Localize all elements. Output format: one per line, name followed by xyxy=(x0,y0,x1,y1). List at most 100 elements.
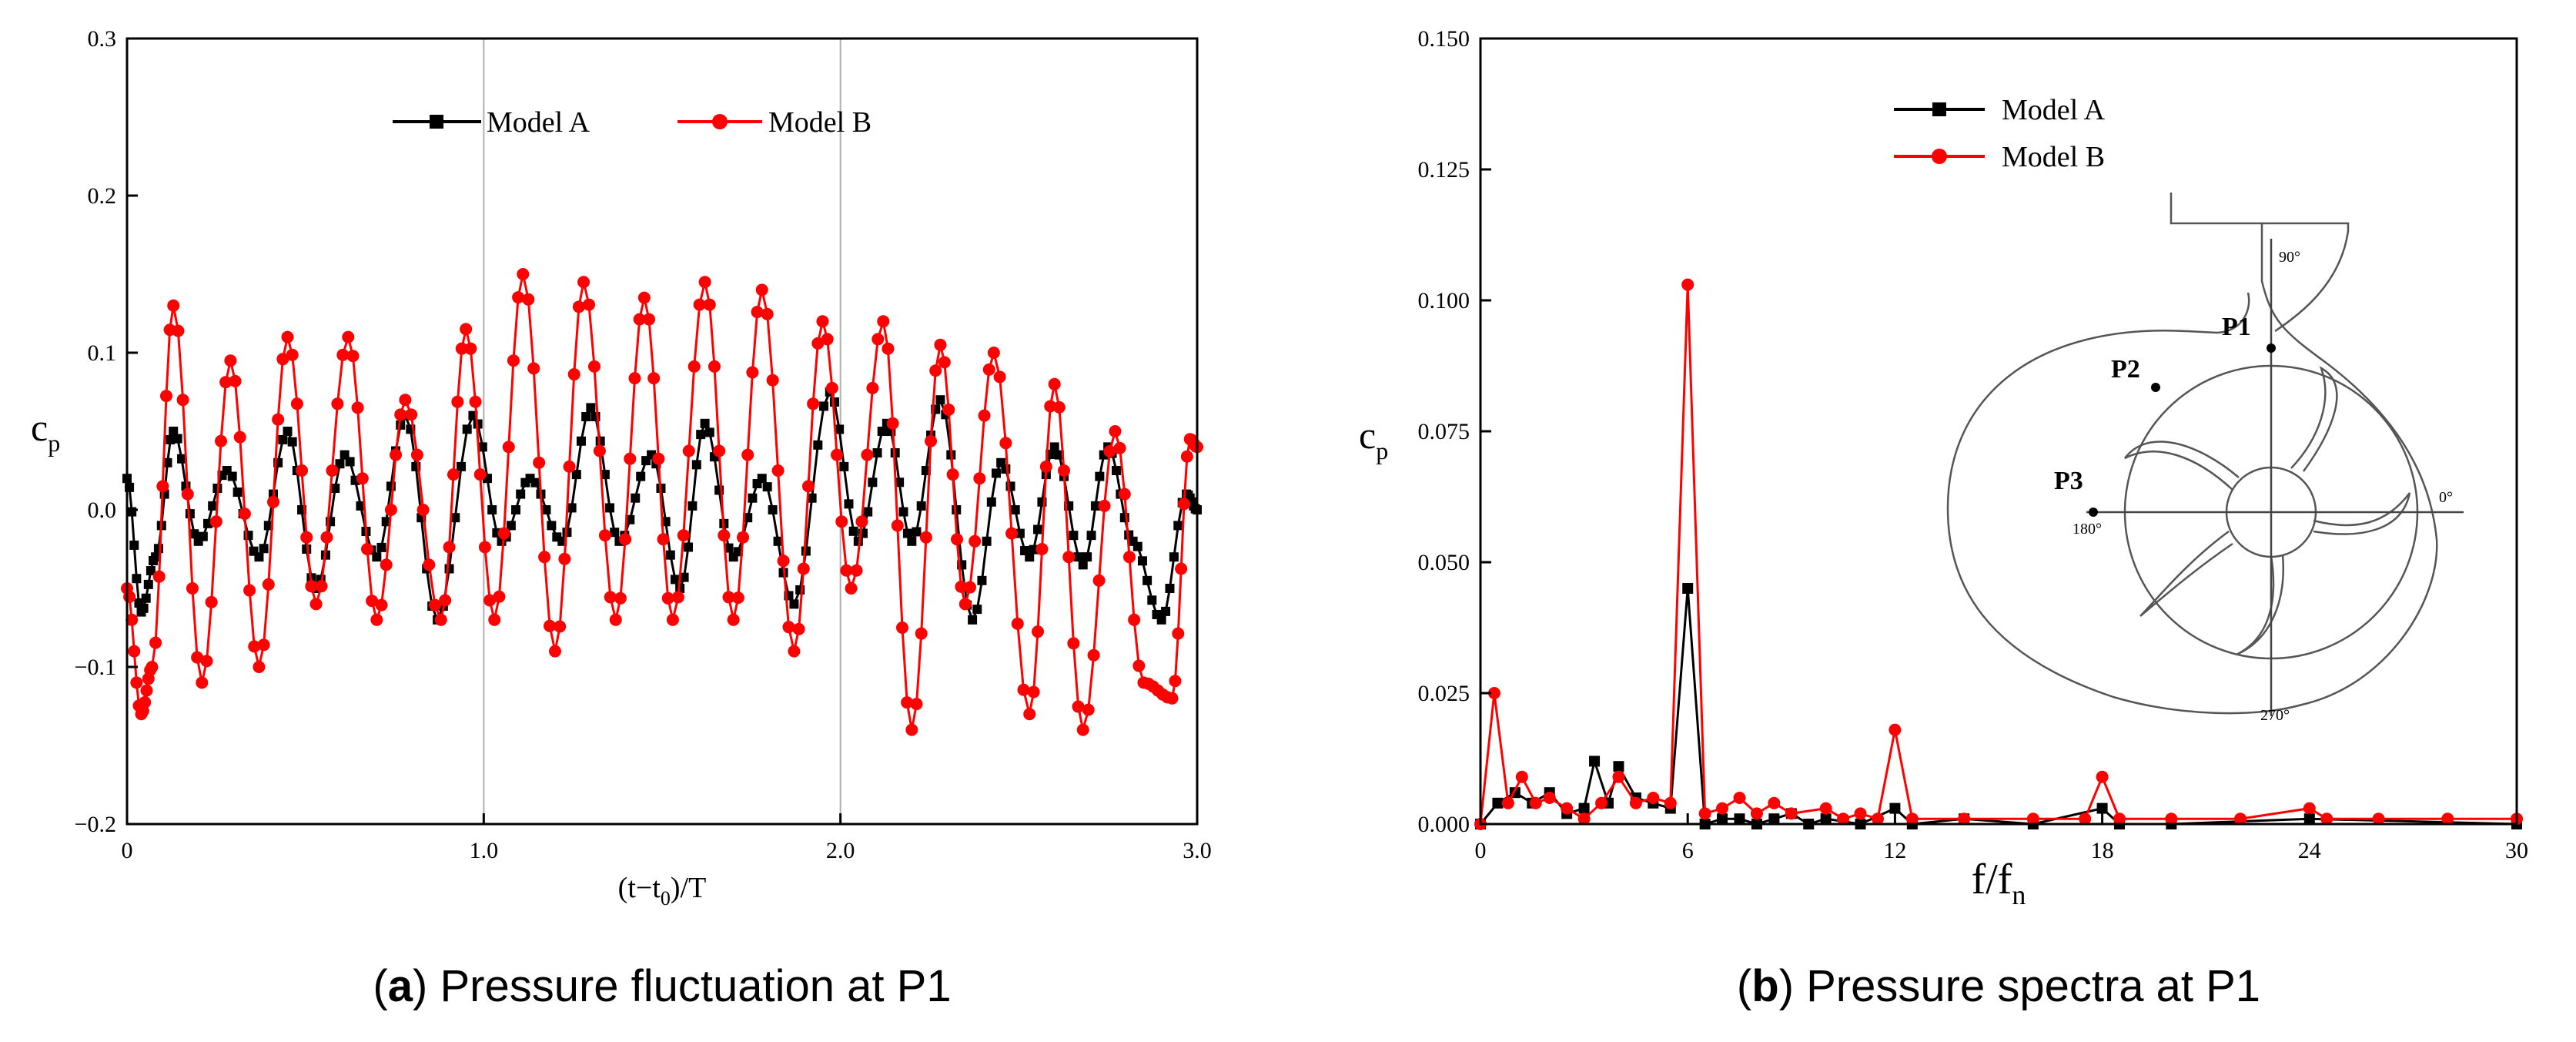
left-point-b-225 xyxy=(1175,562,1188,575)
right-point-b-30 xyxy=(2113,812,2126,826)
left-point-b-201 xyxy=(1062,551,1076,564)
right-x-tick-label-1: 6 xyxy=(1682,838,1694,863)
right-point-b-22 xyxy=(1854,807,1867,820)
left-point-b-161 xyxy=(871,333,885,346)
left-y-tick-label-3: 0.1 xyxy=(88,340,117,366)
left-point-a-99 xyxy=(571,470,581,480)
left-x-tick-label-3: 3.0 xyxy=(1183,838,1212,863)
left-point-b-67 xyxy=(405,408,418,421)
left-point-a-194 xyxy=(1033,524,1043,534)
caption-a-text: Pressure fluctuation at P1 xyxy=(440,961,951,1011)
right-x-tick-label-0: 0 xyxy=(1475,838,1487,863)
right-point-b-26 xyxy=(1958,812,1971,826)
left-point-b-46 xyxy=(300,531,313,544)
left-point-b-15 xyxy=(156,480,169,493)
left-point-a-107 xyxy=(610,528,620,538)
left-point-a-146 xyxy=(801,546,811,556)
left-point-b-89 xyxy=(512,291,525,304)
left-point-a-43 xyxy=(287,437,297,447)
blade-3 xyxy=(2313,492,2411,535)
p2-label: P2 xyxy=(2111,355,2140,384)
left-point-b-33 xyxy=(238,508,251,521)
left-y-tick-label-5: 0.3 xyxy=(88,26,117,52)
left-point-b-137 xyxy=(751,306,764,319)
volute-inset-labels: P1 P2 P3 90° 0° 180° 270° xyxy=(2054,249,2453,724)
left-series-model-b xyxy=(121,268,1203,736)
right-point-a-7 xyxy=(1589,756,1601,767)
left-point-b-160 xyxy=(866,381,879,394)
left-point-b-138 xyxy=(755,283,768,297)
right-point-b-20 xyxy=(1819,802,1832,815)
left-point-b-107 xyxy=(604,591,617,604)
right-legend-model-b-marker xyxy=(1932,149,1947,164)
left-point-b-118 xyxy=(657,533,670,546)
right-legend: Model A Model B xyxy=(1894,94,2106,173)
left-point-b-167 xyxy=(901,696,914,709)
right-chart-pressure-spectra: P1 P2 P3 90° 0° 180° 270° 0 6 12 18 24 30 0.00… xyxy=(1359,26,2528,910)
left-point-b-43 xyxy=(286,348,299,361)
left-point-b-109 xyxy=(614,591,627,605)
left-point-b-183 xyxy=(973,472,986,485)
left-point-b-136 xyxy=(746,366,759,379)
left-xlabel: (t−t0)/T xyxy=(618,872,707,910)
left-point-b-227 xyxy=(1180,450,1193,463)
angle-90-label: 90° xyxy=(2279,249,2300,266)
left-point-a-8 xyxy=(141,593,151,603)
left-point-a-22 xyxy=(185,509,195,519)
left-point-a-20 xyxy=(177,454,187,464)
left-point-b-205 xyxy=(1082,703,1095,716)
left-point-b-98 xyxy=(558,552,571,565)
right-point-b-23 xyxy=(1871,812,1884,826)
left-point-b-144 xyxy=(788,645,801,658)
left-point-a-141 xyxy=(773,536,783,546)
left-point-a-198 xyxy=(1049,442,1059,452)
left-point-b-19 xyxy=(172,324,185,337)
left-point-a-27 xyxy=(208,501,218,511)
left-point-b-104 xyxy=(587,360,601,373)
left-point-b-69 xyxy=(417,504,430,516)
volute-inset-diagram xyxy=(1946,193,2464,716)
right-point-a-23 xyxy=(1889,802,1901,814)
left-point-b-153 xyxy=(831,448,844,461)
left-point-b-182 xyxy=(969,534,982,548)
left-point-b-112 xyxy=(628,372,641,385)
left-point-a-41 xyxy=(278,434,288,444)
left-y-tick-label-0: −0.2 xyxy=(75,812,116,837)
left-point-b-200 xyxy=(1058,464,1071,477)
left-point-a-18 xyxy=(169,427,179,436)
left-point-b-106 xyxy=(598,529,611,542)
caption-a-label: a xyxy=(388,961,413,1011)
left-point-b-188 xyxy=(999,437,1012,450)
right-point-b-28 xyxy=(2079,812,2092,826)
right-y-tick-label-0: 0.000 xyxy=(1418,812,1470,837)
left-point-b-187 xyxy=(993,370,1006,384)
right-point-b-14 xyxy=(1698,807,1711,820)
left-point-b-56 xyxy=(351,401,364,414)
right-ylabel-sub: p xyxy=(1376,437,1388,464)
left-point-a-87 xyxy=(511,505,521,514)
right-point-a-27 xyxy=(2096,802,2108,814)
left-point-b-99 xyxy=(563,460,576,473)
left-ylabel-sub: p xyxy=(48,429,60,457)
left-point-b-147 xyxy=(801,480,815,493)
left-point-b-34 xyxy=(243,584,256,597)
left-point-b-52 xyxy=(331,397,344,410)
left-point-b-178 xyxy=(951,533,964,546)
left-point-b-177 xyxy=(946,468,959,481)
left-point-a-98 xyxy=(567,503,577,513)
left-point-a-220 xyxy=(1147,595,1157,605)
right-point-b-18 xyxy=(1768,796,1781,809)
right-y-tick-label-2: 0.050 xyxy=(1418,550,1470,575)
left-point-b-88 xyxy=(507,354,520,367)
left-point-a-214 xyxy=(1119,513,1129,523)
left-point-b-133 xyxy=(731,591,744,605)
left-point-b-148 xyxy=(807,397,820,410)
left-legend-model-b-label: Model B xyxy=(768,106,871,139)
right-point-b-9 xyxy=(1612,770,1625,783)
left-point-a-218 xyxy=(1137,556,1147,566)
left-point-a-124 xyxy=(691,460,701,470)
left-point-a-77 xyxy=(462,424,472,434)
right-line-model-a xyxy=(1479,588,2517,826)
left-point-b-125 xyxy=(693,298,706,311)
right-point-b-16 xyxy=(1733,792,1746,804)
